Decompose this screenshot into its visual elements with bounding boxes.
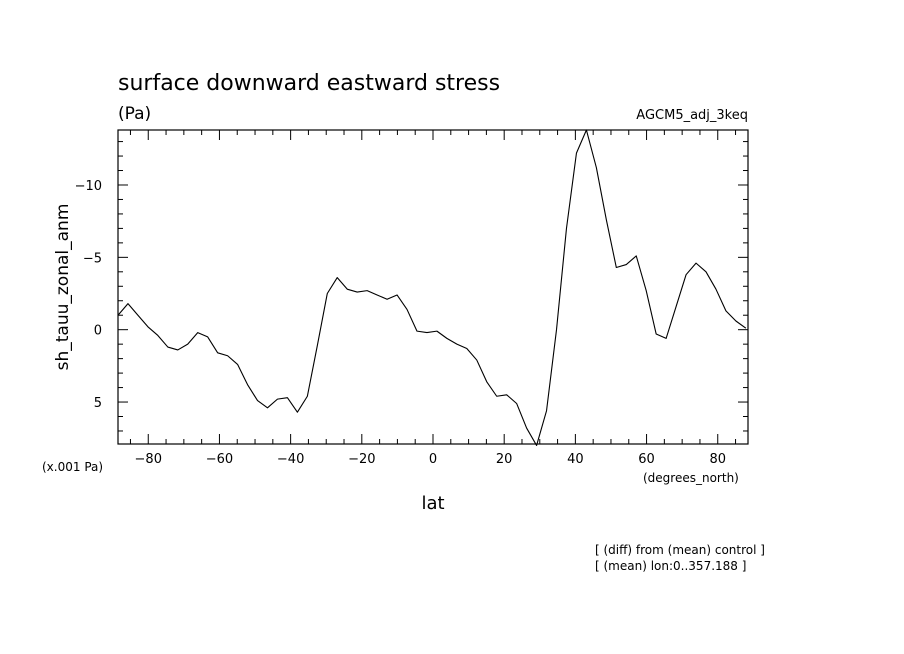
x-tick-label: −20 [348, 452, 375, 467]
x-tick-label: 40 [567, 452, 584, 467]
x-tick-label: 60 [638, 452, 655, 467]
x-tick-label: −80 [135, 452, 162, 467]
y-tick-label: 0 [94, 324, 102, 339]
footnote-2: [ (mean) lon:0..357.188 ] [595, 559, 746, 573]
run-label: AGCM5_adj_3keq [636, 108, 748, 123]
x-axis-label: lat [421, 493, 444, 514]
x-units: (degrees_north) [643, 471, 739, 485]
series-layer [117, 129, 747, 447]
footnote-1: [ (diff) from (mean) control ] [595, 543, 765, 557]
x-tick-label: 80 [709, 452, 726, 467]
x-tick-label: 20 [496, 452, 513, 467]
y-axis-label: sh_tauu_zonal_anm [53, 204, 73, 371]
x-ticks [129, 130, 737, 444]
x-tick-labels: −80 −60 −40 −20 0 20 40 60 80 [135, 452, 726, 467]
x-tick-label: −60 [206, 452, 233, 467]
y-tick-label: 5 [94, 396, 102, 411]
plot-frame [117, 129, 749, 445]
y-tick-labels: −10 −5 0 5 [75, 179, 102, 411]
chart-title: surface downward eastward stress [118, 71, 500, 96]
y-ticks [118, 141, 748, 432]
x-tick-label: 0 [429, 452, 437, 467]
series-line [117, 129, 747, 447]
y-tick-label: −10 [75, 179, 102, 194]
y-tick-label: −5 [83, 251, 102, 266]
chart-units: (Pa) [118, 104, 151, 124]
x-tick-label: −40 [277, 452, 304, 467]
y-scale-note: (x.001 Pa) [42, 460, 103, 474]
